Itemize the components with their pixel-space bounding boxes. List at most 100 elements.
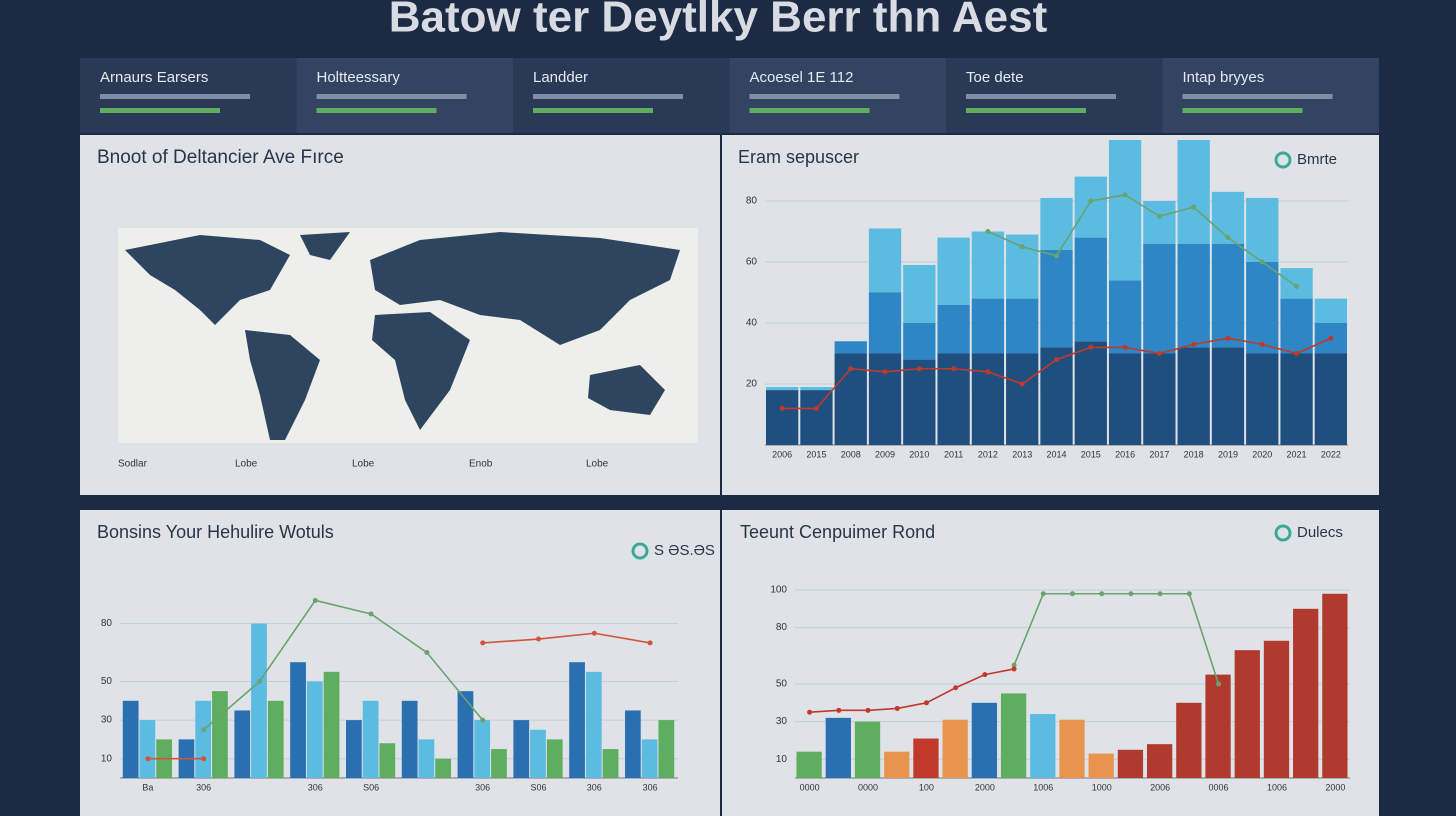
bar-segment: [1280, 353, 1313, 445]
legend-icon: [631, 542, 649, 560]
x-tick-label: 2008: [841, 449, 861, 459]
map-footer-label: Enob: [469, 459, 493, 470]
bar-segment: [800, 387, 833, 391]
line-point: [424, 650, 430, 656]
line-point: [145, 756, 151, 762]
x-tick-label: 0000: [800, 782, 820, 792]
line-point: [1088, 198, 1094, 204]
x-tick-label: S06: [530, 782, 546, 792]
bar: [362, 700, 379, 778]
bar-segment: [1006, 298, 1039, 354]
panel: [80, 510, 720, 816]
x-tick-label: 2020: [1252, 449, 1272, 459]
bar: [251, 623, 267, 778]
x-tick-label: 2013: [1012, 449, 1032, 459]
line-point: [1011, 662, 1017, 668]
line-point: [1259, 259, 1265, 265]
line-point: [1225, 235, 1231, 241]
legend-label: S ƏS.ƏS: [654, 542, 715, 559]
x-tick-label: 306: [196, 782, 211, 792]
bar: [306, 681, 323, 778]
bar-segment: [903, 323, 936, 360]
bar-segment: [1040, 249, 1073, 348]
bar: [323, 671, 340, 778]
map-footer-label: Sodlar: [118, 459, 148, 470]
bar-segment: [766, 387, 799, 391]
line-point: [1011, 666, 1017, 672]
line-point: [647, 640, 653, 646]
chart-title: Teeunt Cenpuimer Rond: [740, 522, 935, 542]
line-point: [1128, 591, 1134, 597]
kpi-label: Arnaurs Earsers: [100, 69, 208, 86]
bar: [1263, 640, 1290, 778]
bar: [379, 743, 396, 778]
x-tick-label: 1006: [1033, 782, 1053, 792]
map-continents: [125, 232, 680, 440]
bar-segment: [1280, 268, 1313, 299]
line-point: [1099, 591, 1105, 597]
bar-segment: [903, 359, 936, 445]
bar-segment: [766, 390, 799, 445]
bar: [624, 710, 641, 778]
kpi-sub: [749, 94, 900, 99]
line-point: [813, 405, 819, 411]
bar-segment: [1246, 353, 1279, 445]
bar: [212, 691, 228, 778]
kpi-sub: [533, 108, 653, 113]
bar: [1146, 744, 1173, 778]
line-series: [809, 668, 1015, 713]
x-tick-label: 2018: [1184, 449, 1204, 459]
kpi-sub: [1182, 94, 1333, 99]
line-point: [536, 636, 541, 642]
bar-segment: [1006, 353, 1039, 445]
x-tick-label: 0006: [1209, 782, 1229, 792]
bar-segment: [1143, 201, 1176, 244]
line-point: [1191, 341, 1197, 347]
x-tick-label: 2015: [1081, 449, 1101, 459]
line-point: [312, 597, 318, 603]
continent: [300, 232, 350, 260]
bar-segment: [971, 298, 1005, 354]
bar-segment: [1211, 191, 1245, 244]
x-tick-label: 2015: [806, 449, 826, 459]
bar: [1030, 714, 1056, 778]
x-tick-label: 2000: [1325, 782, 1345, 792]
line-point: [985, 369, 991, 375]
bar: [345, 720, 362, 778]
bar-segment: [1177, 140, 1210, 244]
line-point: [1259, 341, 1265, 347]
line-point: [894, 705, 900, 711]
bar: [602, 749, 619, 778]
bar: [401, 700, 418, 778]
line-series: [147, 632, 651, 760]
legend-label: Bmrte: [1297, 151, 1337, 168]
bar: [474, 720, 491, 778]
y-tick-label: 10: [776, 754, 788, 765]
kpi-sub: [316, 94, 467, 99]
bar-segment: [1211, 347, 1245, 445]
bar-segment: [1108, 353, 1142, 445]
x-tick-label: 2011: [944, 449, 963, 459]
x-tick-label: 2017: [1149, 449, 1169, 459]
legend-icon: [1274, 524, 1292, 542]
bar-segment: [1006, 234, 1039, 299]
bar-segment: [1074, 176, 1107, 238]
bar: [854, 721, 881, 778]
bar: [290, 662, 306, 778]
line-point: [257, 679, 262, 684]
x-tick-label: 2021: [1287, 449, 1307, 459]
bar-segment: [971, 231, 1005, 299]
line-point: [1070, 591, 1075, 597]
bar: [569, 662, 585, 778]
line-point: [1019, 381, 1025, 387]
bar-segment: [868, 292, 902, 354]
bar: [913, 738, 939, 778]
y-tick-label: 80: [746, 196, 758, 207]
x-tick-label: 2010: [909, 449, 929, 459]
y-tick-label: 10: [101, 753, 113, 764]
kpi-label: Landder: [533, 69, 588, 86]
y-tick-label: 20: [746, 379, 758, 390]
bar-segment: [1108, 280, 1142, 354]
kpi-sub: [966, 94, 1116, 99]
